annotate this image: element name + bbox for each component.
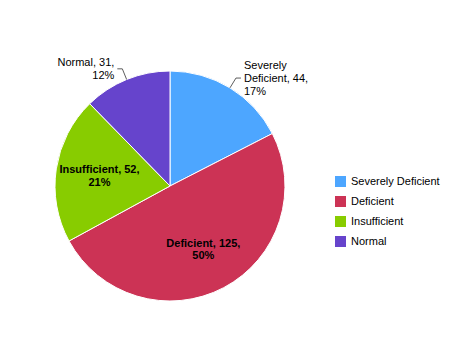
legend-swatch	[335, 216, 346, 227]
data-label: Deficient, 125,50%	[166, 237, 240, 262]
label-line: 12%	[92, 69, 114, 81]
legend-label: Deficient	[351, 195, 394, 207]
legend-swatch	[335, 196, 346, 207]
label-line: 50%	[192, 249, 214, 261]
legend-item: Deficient	[335, 195, 394, 207]
data-labels: SeverelyDeficient, 44,17% Deficient, 125,…	[57, 56, 308, 261]
label-line: Insufficient, 52,	[59, 163, 139, 175]
label-line: 21%	[88, 176, 110, 188]
label-line: Normal, 31,	[57, 56, 114, 68]
legend-label: Normal	[351, 235, 386, 247]
legend-label: Insufficient	[351, 215, 403, 227]
label-line: 17%	[244, 85, 266, 97]
label-line: Severely	[244, 59, 287, 71]
legend-swatch	[335, 236, 346, 247]
legend-item: Normal	[335, 235, 386, 247]
data-label: SeverelyDeficient, 44,17%	[244, 59, 308, 96]
legend-swatch	[335, 176, 346, 187]
legend: Severely Deficient Deficient Insufficient N…	[335, 175, 440, 247]
leader-line	[117, 69, 126, 80]
leader-line	[230, 78, 241, 88]
label-line: Deficient, 44,	[244, 72, 308, 84]
legend-label: Severely Deficient	[351, 175, 440, 187]
label-line: Deficient, 125,	[166, 237, 240, 249]
pie	[55, 71, 285, 301]
legend-item: Insufficient	[335, 215, 403, 227]
legend-item: Severely Deficient	[335, 175, 440, 187]
data-label: Insufficient, 52,21%	[59, 163, 139, 188]
data-label: Normal, 31,12%	[57, 56, 114, 81]
chart: SeverelyDeficient, 44,17% Deficient, 125,…	[0, 0, 474, 353]
